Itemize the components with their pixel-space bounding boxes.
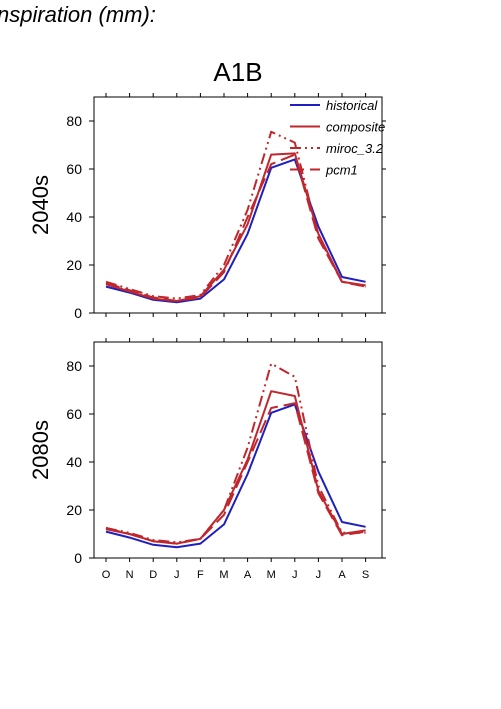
x-tick-label: S bbox=[362, 569, 369, 581]
x-tick-label: A bbox=[244, 569, 252, 581]
series-line-pcm1 bbox=[105, 402, 366, 545]
panel-ylabel: 2080s bbox=[28, 420, 53, 480]
x-tick-label: D bbox=[149, 569, 157, 581]
series-line-composite bbox=[105, 390, 366, 545]
series-line-historical bbox=[105, 403, 366, 549]
y-tick-label: 60 bbox=[66, 406, 82, 422]
x-tick-label: F bbox=[197, 569, 204, 581]
y-tick-label: 20 bbox=[66, 257, 82, 273]
y-tick-label: 80 bbox=[66, 358, 82, 374]
legend-label: miroc_3.2 bbox=[326, 141, 384, 156]
plot-frame bbox=[93, 341, 383, 559]
x-tick-label: J bbox=[292, 569, 298, 581]
y-tick-label: 40 bbox=[66, 209, 82, 225]
x-tick-label: A bbox=[338, 569, 346, 581]
x-tick-label: M bbox=[219, 569, 228, 581]
y-tick-label: 0 bbox=[74, 550, 82, 566]
panel-2080s: 0 20 40 60 80 O N D J F M A M J J A S 2080s bbox=[28, 338, 386, 581]
panel-2040s: 0 20 40 60 80 2040s historical composite miroc_3… bbox=[28, 93, 386, 321]
series-line-historical bbox=[105, 158, 366, 304]
y-tick-label: 20 bbox=[66, 502, 82, 518]
x-tick-label: J bbox=[316, 569, 322, 581]
x-tick-label: J bbox=[174, 569, 180, 581]
series-line-miroc_3.2 bbox=[105, 130, 366, 300]
plot-frame bbox=[93, 96, 383, 314]
y-tick-label: 0 bbox=[74, 305, 82, 321]
y-tick-label: 80 bbox=[66, 113, 82, 129]
page-title: nspiration (mm): bbox=[0, 2, 156, 27]
legend: historical composite miroc_3.2 pcm1 bbox=[290, 98, 385, 178]
legend-label: pcm1 bbox=[325, 163, 358, 178]
series-line-miroc_3.2 bbox=[105, 362, 366, 544]
series-line-pcm1 bbox=[105, 153, 366, 302]
chart-title: A1B bbox=[213, 57, 262, 87]
legend-label: historical bbox=[326, 98, 378, 113]
legend-label: composite bbox=[326, 120, 385, 135]
y-tick-label: 60 bbox=[66, 161, 82, 177]
x-tick-label: N bbox=[126, 569, 134, 581]
y-tick-label: 40 bbox=[66, 454, 82, 470]
x-tick-label: M bbox=[267, 569, 276, 581]
x-tick-label: O bbox=[102, 569, 111, 581]
panel-ylabel: 2040s bbox=[28, 175, 53, 235]
